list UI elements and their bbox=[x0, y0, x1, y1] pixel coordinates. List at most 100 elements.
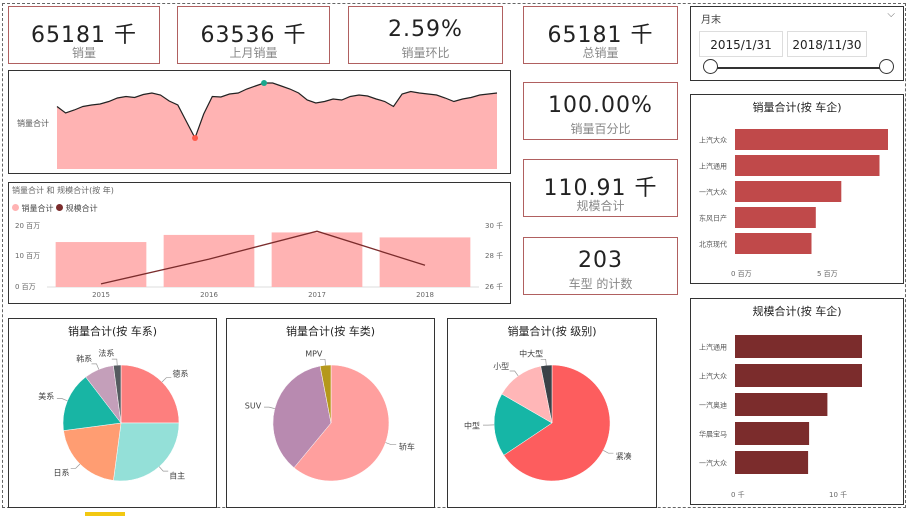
page-tab-indicator[interactable] bbox=[85, 512, 125, 516]
combo-bar-2015 bbox=[55, 242, 147, 287]
pie-leader-德系 bbox=[161, 377, 172, 383]
slicer-title: 月末 bbox=[701, 15, 721, 26]
kpi-scale-label: 规模合计 bbox=[576, 199, 625, 213]
hbar-scale-title: 规模合计(按 车企) bbox=[752, 305, 842, 318]
kpi-sales-label: 销量 bbox=[71, 46, 96, 60]
hbar-bar-一汽大众 bbox=[735, 181, 842, 202]
slider-start-handle[interactable] bbox=[703, 59, 718, 74]
pie-label-美系: 美系 bbox=[38, 391, 54, 401]
pie-leader-中大型 bbox=[540, 358, 547, 366]
kpi-sales-value: 65181 千 bbox=[31, 23, 137, 48]
pie-series-title: 销量合计(按 车系) bbox=[67, 325, 158, 338]
pie-label-轿车: 轿车 bbox=[399, 442, 415, 452]
hbar-label-上汽大众: 上汽大众 bbox=[699, 136, 727, 145]
area-ylabel: 销量合计 bbox=[17, 118, 49, 128]
kpi-last-month-value: 63536 千 bbox=[200, 23, 307, 48]
pie-leader-紧凑 bbox=[603, 449, 614, 454]
slider-track[interactable] bbox=[710, 67, 886, 69]
kpi-mom-value: 2.59% bbox=[388, 17, 463, 42]
combo-xtick-2016: 2016 bbox=[200, 291, 218, 299]
area-fill bbox=[57, 83, 497, 169]
hbar-bar-东风日产 bbox=[735, 207, 816, 228]
pie-series-card[interactable]: 销量合计(按 车系) 德系 自主 日系 美系 韩系 法系 bbox=[8, 318, 217, 508]
kpi-pct-card[interactable]: 100.00% 销量百分比 bbox=[523, 82, 678, 140]
pie-leader-美系 bbox=[56, 398, 68, 402]
pie-level-chart[interactable]: 紧凑 中型 小型 中大型 bbox=[448, 319, 658, 509]
pie-label-中型: 中型 bbox=[464, 420, 480, 430]
area-chart[interactable]: 销量合计 bbox=[9, 71, 512, 175]
pie-slice-法系 bbox=[113, 364, 122, 424]
left-tick-10: 10 百万 bbox=[15, 252, 40, 260]
hbar-label-华晨宝马: 华晨宝马 bbox=[699, 430, 727, 439]
kpi-models-value: 203 bbox=[578, 248, 623, 273]
pie-label-小型: 小型 bbox=[493, 362, 509, 371]
hbar-label-一汽奥迪: 一汽奥迪 bbox=[699, 401, 727, 410]
pie-class-chart[interactable]: 轿车 SUV MPV bbox=[227, 319, 436, 509]
pie-leader-轿车 bbox=[385, 442, 397, 446]
combo-bar-2017 bbox=[271, 232, 363, 287]
end-date-field[interactable]: 2018/11/30 bbox=[787, 31, 867, 57]
pie-leader-MPV bbox=[320, 358, 326, 366]
legend-dot-sales bbox=[12, 204, 19, 211]
right-tick-26: 26 千 bbox=[485, 282, 503, 291]
hbar-label-上汽通用: 上汽通用 bbox=[699, 343, 727, 352]
pie-class-card[interactable]: 销量合计(按 车类) 轿车 SUV MPV bbox=[226, 318, 435, 508]
pie-leader-小型 bbox=[509, 370, 519, 377]
kpi-last-month-card[interactable]: 63536 千 上月销量 bbox=[177, 6, 330, 64]
kpi-scale-card[interactable]: 110.91 千 规模合计 bbox=[523, 159, 678, 217]
pie-leader-自主 bbox=[158, 466, 169, 472]
pie-slice-轿车 bbox=[293, 364, 390, 482]
hbar-scale-card[interactable]: 规模合计(按 车企) 0 千 10 千 上汽通用 上汽大众 一汽奥迪 华晨宝马 一汽大众 bbox=[690, 298, 904, 505]
hbar-brand-title: 销量合计(按 车企) bbox=[752, 101, 842, 114]
pie-leader-法系 bbox=[111, 358, 118, 366]
hbar-bar-上汽通用 bbox=[735, 335, 862, 358]
pie-label-法系: 法系 bbox=[98, 348, 114, 358]
hbar-brand-card[interactable]: 销量合计(按 车企) 0 百万 5 百万 上汽大众 上汽通用 一汽大众 东风日产 北京现… bbox=[690, 94, 904, 284]
hbar-scale-tick-10: 10 千 bbox=[829, 490, 847, 499]
start-date-field[interactable]: 2015/1/31 bbox=[699, 31, 783, 57]
kpi-total-label: 总销量 bbox=[582, 46, 619, 60]
hbar-brand-tick-0: 0 百万 bbox=[731, 270, 752, 278]
hbar-brand-tick-5: 5 百万 bbox=[817, 270, 838, 278]
slider-end-handle[interactable] bbox=[879, 59, 894, 74]
kpi-mom-card[interactable]: 2.59% 销量环比 bbox=[348, 6, 503, 64]
left-tick-20: 20 百万 bbox=[15, 222, 40, 230]
combo-chart[interactable]: 20 百万 10 百万 0 百万 30 千 28 千 26 千 2015 2016… bbox=[9, 183, 512, 305]
pie-leader-日系 bbox=[70, 463, 81, 469]
pie-label-SUV: SUV bbox=[245, 402, 262, 411]
area-chart-card[interactable]: 销量合计 bbox=[8, 70, 511, 174]
hbar-bar-一汽奥迪 bbox=[735, 393, 828, 416]
hbar-bar-北京现代 bbox=[735, 233, 812, 254]
max-point-marker bbox=[261, 80, 268, 86]
kpi-total-card[interactable]: 65181 千 总销量 bbox=[523, 6, 678, 64]
pie-label-MPV: MPV bbox=[305, 349, 323, 358]
kpi-sales-card[interactable]: 65181 千 销量 bbox=[8, 6, 160, 64]
chevron-down-icon[interactable]: ⌵ bbox=[887, 9, 895, 20]
pie-label-中大型: 中大型 bbox=[519, 348, 543, 358]
hbar-scale-tick-0: 0 千 bbox=[731, 490, 745, 499]
right-tick-30: 30 千 bbox=[485, 221, 503, 230]
pie-leader-韩系 bbox=[91, 363, 100, 370]
pie-slice-美系 bbox=[62, 376, 122, 431]
pie-slice-日系 bbox=[63, 422, 122, 481]
combo-title: 销量合计 和 规模合计(按 年) bbox=[12, 186, 114, 195]
hbar-label-上汽通用: 上汽通用 bbox=[699, 162, 727, 171]
combo-chart-card[interactable]: 销量合计 和 规模合计(按 年) 销量合计 规模合计 20 百万 10 百万 0… bbox=[8, 182, 511, 304]
pie-level-card[interactable]: 销量合计(按 级别) 紧凑 中型 小型 中大型 bbox=[447, 318, 657, 508]
legend-dot-scale bbox=[56, 204, 64, 211]
date-slicer[interactable]: 月末 ⌵ 2015/1/31 2018/11/30 bbox=[690, 6, 904, 81]
hbar-bar-上汽通用 bbox=[735, 155, 880, 176]
combo-legend: 销量合计 规模合计 bbox=[12, 203, 98, 214]
kpi-models-card[interactable]: 203 车型 的计数 bbox=[523, 237, 678, 295]
kpi-mom-label: 销量环比 bbox=[401, 46, 450, 60]
hbar-label-上汽大众: 上汽大众 bbox=[699, 372, 727, 381]
kpi-last-month-label: 上月销量 bbox=[229, 46, 278, 60]
pie-label-紧凑: 紧凑 bbox=[616, 451, 632, 461]
pie-leader-SUV bbox=[264, 406, 275, 409]
combo-bar-2018 bbox=[379, 237, 471, 287]
pie-label-韩系: 韩系 bbox=[76, 353, 92, 363]
left-tick-0: 0 百万 bbox=[15, 283, 36, 291]
